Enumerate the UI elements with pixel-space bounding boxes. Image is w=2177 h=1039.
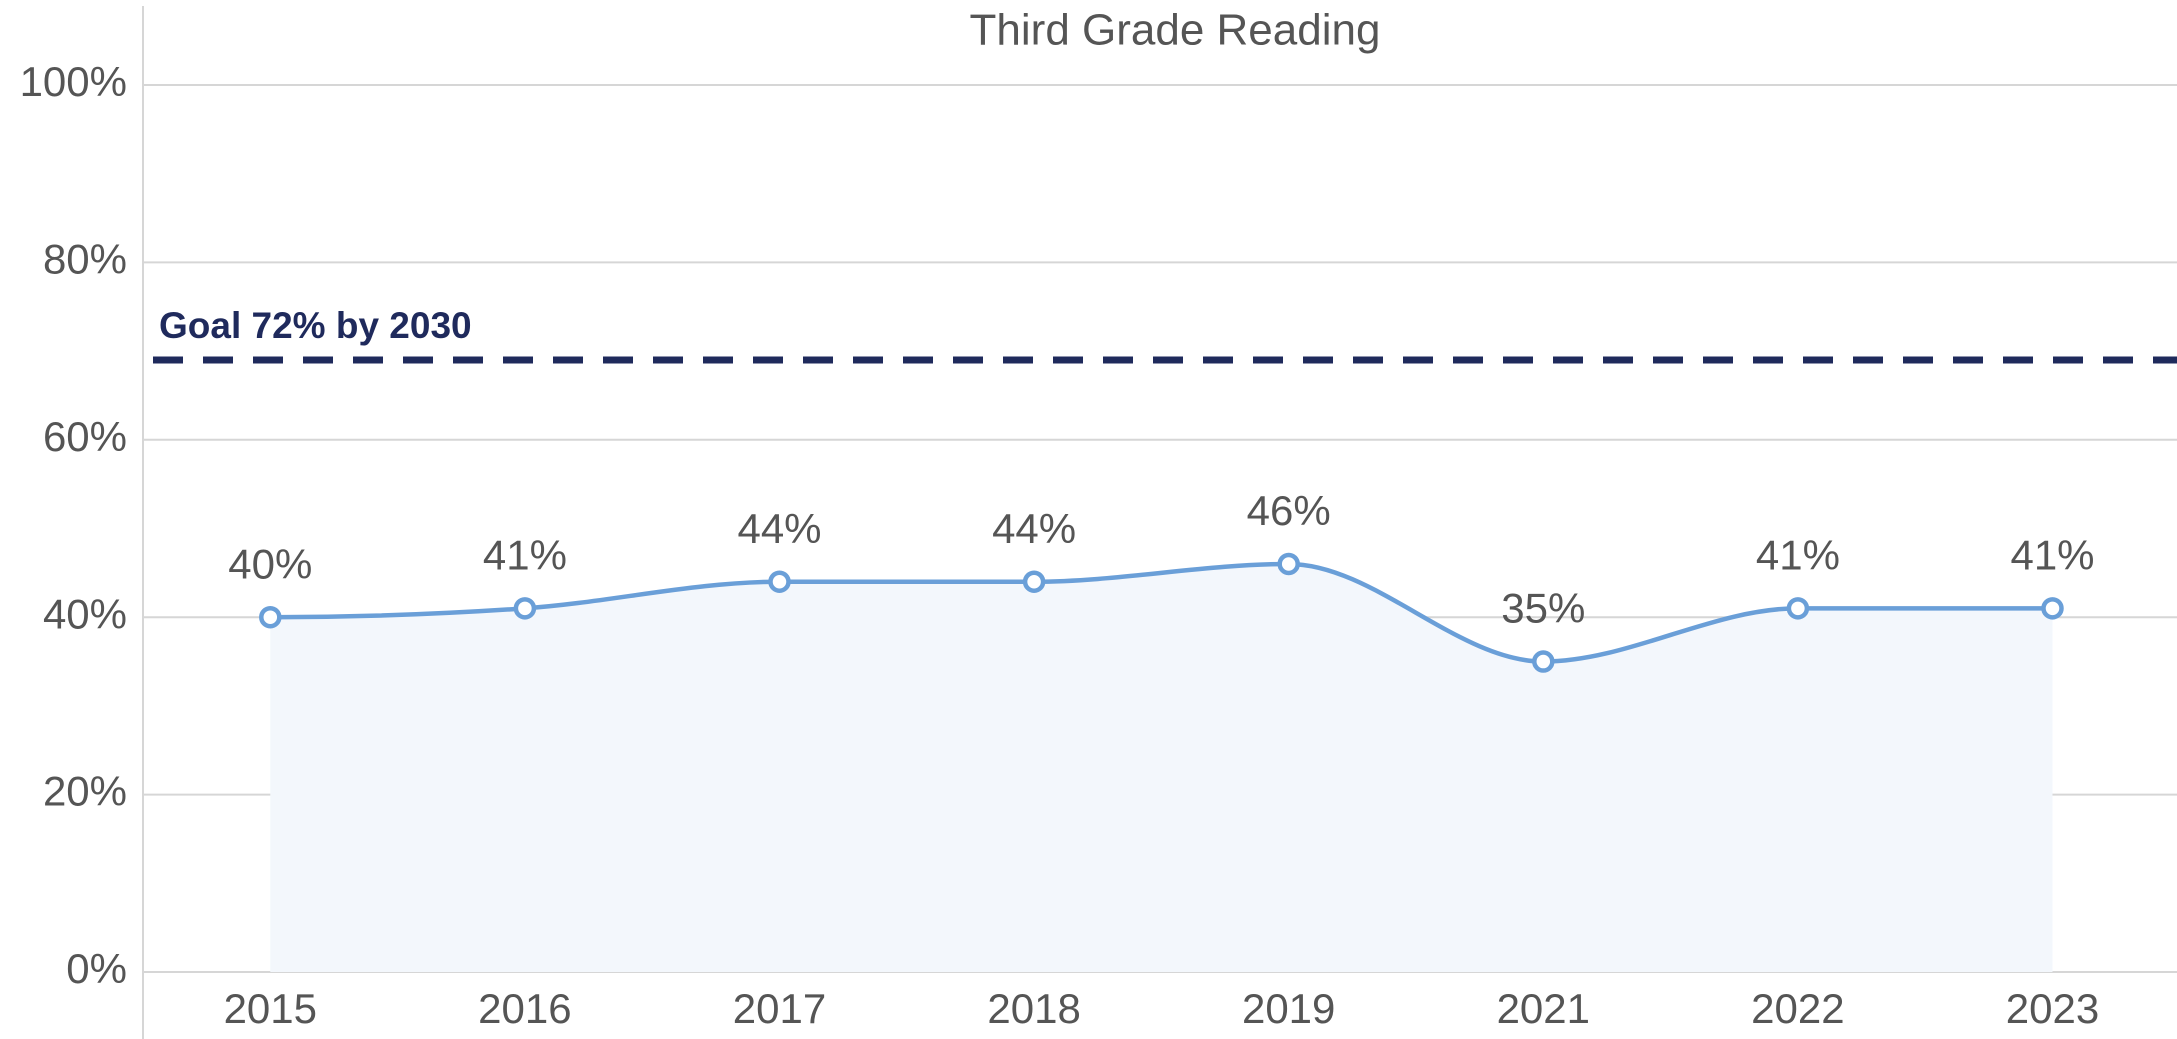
marker	[259, 605, 282, 629]
marker	[2041, 597, 2064, 620]
marker	[1022, 570, 1046, 593]
x-tick-label: 2019	[1242, 985, 1335, 1032]
x-tick-label: 2017	[733, 985, 826, 1032]
marker	[768, 570, 791, 593]
y-tick-label: 20%	[43, 768, 127, 815]
line	[270, 561, 2053, 664]
y-tick-label: 40%	[43, 590, 127, 637]
goal-label: Goal 72% by 2030	[159, 305, 472, 346]
data-label: 44%	[992, 505, 1076, 552]
x-tick-label: 2018	[987, 985, 1080, 1032]
area	[270, 563, 2053, 972]
data-label: 41%	[1756, 531, 1840, 578]
marker	[1277, 552, 1300, 576]
marker	[513, 597, 537, 620]
y-tick-label: 80%	[43, 235, 127, 282]
x-tick-label: 2021	[1497, 985, 1590, 1032]
data-label: 46%	[1247, 487, 1331, 534]
y-tick-label: 60%	[43, 413, 127, 460]
y-tick-label: 0%	[66, 945, 127, 992]
x-tick-label: 2023	[2006, 985, 2099, 1032]
data-label: 41%	[2010, 531, 2094, 578]
marker	[1786, 597, 1810, 620]
marker	[1532, 650, 1555, 673]
x-tick-label: 2015	[224, 985, 317, 1032]
x-tick-label: 2016	[478, 985, 571, 1032]
data-label: 35%	[1501, 585, 1585, 632]
data-label: 40%	[228, 540, 312, 587]
y-tick-label: 100%	[20, 58, 127, 105]
data-label: 41%	[483, 531, 567, 578]
data-label: 44%	[737, 505, 821, 552]
chart-title: Third Grade Reading	[970, 6, 1381, 55]
x-tick-label: 2022	[1751, 985, 1844, 1032]
